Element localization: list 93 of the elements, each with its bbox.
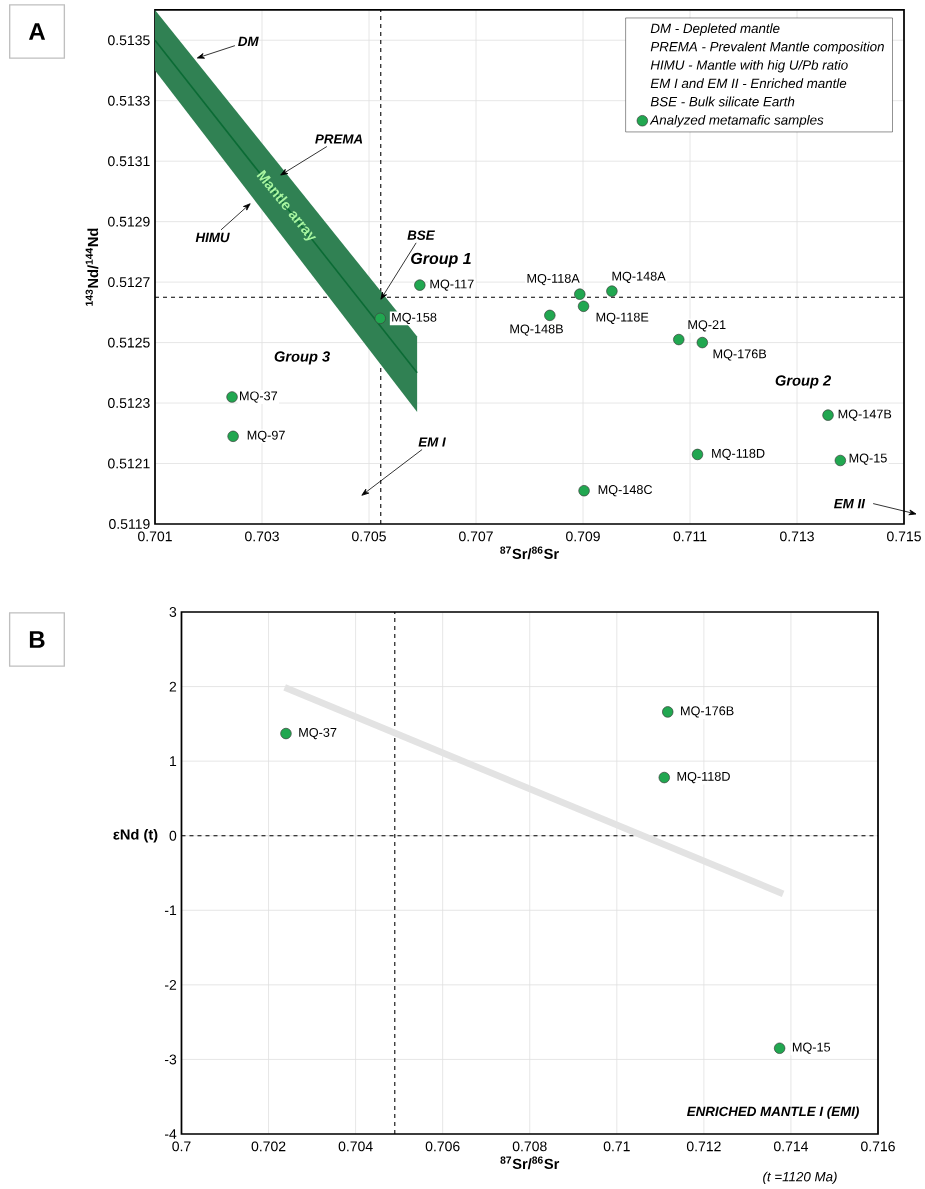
x-axis-title: $^{87}$Sr/$^{86}$Sr [500,1156,560,1170]
y-tick-label: 0.5119 [109,519,150,529]
y-tick-label: 0.5123 [108,398,150,409]
x-tick-label: 0.7 [172,1141,191,1152]
data-label: MQ-148A [612,271,666,283]
data-label: MQ-176B [713,349,767,361]
point [662,706,674,718]
point [606,285,618,297]
point [226,391,238,403]
point [414,279,426,291]
annotation: Group 2 [775,375,831,389]
annotation: EM II [834,498,866,509]
x-tick-label: 0.706 [425,1141,460,1152]
annotation: PREMA [315,134,363,144]
y-tick-label: 0.5125 [108,337,150,348]
x-axis-title: $^{87}$Sr/$^{86}$Sr [500,546,559,560]
x-tick-label: 0.715 [887,531,921,542]
text: B [29,631,45,648]
annotation: DM [238,36,259,46]
annotation: BSE - Bulk silicate Earth [650,96,795,107]
annotation: ENRICHED MANTLE I (EMI) [687,1106,859,1119]
y-tick-label: -3 [164,1054,177,1065]
annotation: Group 1 [411,252,471,268]
annotation: EM I and EM II - Enriched mantle [650,78,847,89]
x-tick-label: 0.703 [245,531,279,542]
point [696,336,708,349]
y-tick-label: 0.5133 [108,95,150,106]
data-label: MQ-21 [688,320,726,332]
y-tick-label: 0.5131 [108,156,150,167]
point [544,309,556,322]
x-tick-label: 0.701 [138,531,172,542]
y-tick-label: -4 [164,1129,177,1139]
annotation: DM - Depleted mantle [650,23,780,36]
y-tick-label: 2 [169,681,177,692]
point [822,409,834,421]
data-label: MQ-37 [240,391,278,403]
data-label: MQ-147B [838,409,892,421]
annotation: BSE [407,230,435,240]
y-tick-label: 3 [169,607,177,617]
data-label: MQ-118A [527,273,580,286]
x-tick-label: 0.702 [251,1141,286,1152]
data-label: MQ-148C [598,485,653,497]
data-label: MQ-118E [596,312,649,324]
data-label: MQ-118D [677,771,730,784]
x-tick-label: 0.711 [673,531,707,542]
x-tick-label: 0.714 [773,1141,809,1152]
y-tick-label: 0.5129 [108,216,150,227]
data-label: MQ-97 [247,430,285,442]
point [773,1042,786,1054]
x-tick-label: 0.716 [861,1141,895,1152]
x-tick-label: 0.704 [338,1141,373,1152]
point [280,727,292,740]
x-tick-label: 0.713 [780,531,814,542]
annotation: EM I [418,437,446,447]
y-tick-label: 0 [169,830,177,841]
data-label: MQ-117 [430,279,474,291]
y-tick-label: 0.5127 [108,277,150,288]
annotation: HIMU [195,232,230,243]
x-tick-label: 0.709 [566,531,600,542]
annotation: PREMA - Prevalent Mantle composition [650,41,884,55]
x-tick-label: 0.708 [512,1141,547,1152]
point [691,448,704,461]
y-tick-label: 0.5121 [108,458,150,469]
y-tick-label: -2 [164,979,177,990]
data-label: MQ-148B [510,324,563,336]
data-label: MQ-158 [392,312,437,325]
point [374,312,386,325]
x-tick-label: 0.712 [686,1141,721,1152]
x-tick-label: 0.71 [603,1141,630,1152]
y-tick-label: 1 [170,756,177,766]
data-label: MQ-15 [792,1042,831,1054]
data-label: MQ-118D [712,448,765,461]
text: (t =1120 Ma) [763,1171,837,1185]
y-axis-title: $^{143}$Nd/$^{144}$Nd [85,228,99,306]
point [574,288,586,300]
point [227,430,239,442]
data-label: MQ-176B [681,706,734,718]
legend-label: Analyzed metamafic samples [649,114,824,128]
x-tick-label: 0.707 [459,531,493,542]
point [578,485,590,497]
data-label: MQ-15 [849,453,887,465]
point [577,300,590,312]
annotation: HIMU - Mantle with hig U/Pb ratio [650,59,848,73]
y-tick-label: -1 [164,905,177,916]
point [658,771,670,784]
y-tick-label: 0.5135 [108,35,150,46]
x-tick-label: 0.705 [352,531,386,542]
point [673,333,685,346]
chart-title: A [28,23,46,40]
data-label: MQ-37 [299,727,337,740]
point [834,454,847,467]
annotation: Group 3 [274,351,330,365]
y-axis-title: εNd (t) [113,828,158,843]
